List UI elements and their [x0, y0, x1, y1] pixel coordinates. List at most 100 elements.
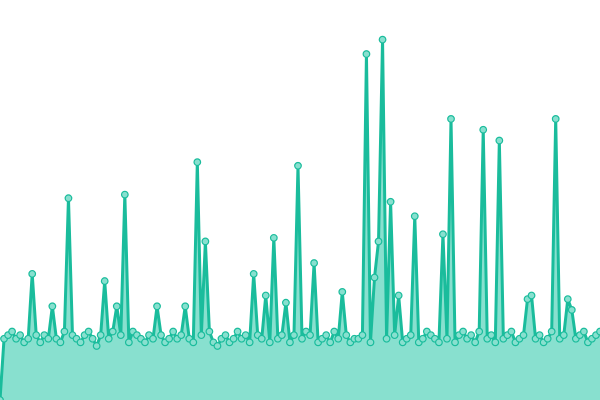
data-point — [535, 331, 544, 340]
data-point — [8, 327, 16, 336]
data-point — [261, 291, 270, 300]
data-point — [439, 230, 447, 239]
data-point — [169, 327, 178, 336]
data-point — [294, 161, 302, 170]
data-point — [362, 50, 371, 58]
data-point — [282, 298, 290, 307]
data-point — [519, 331, 528, 340]
data-point — [286, 338, 294, 347]
data-point — [451, 338, 459, 347]
data-point — [24, 334, 33, 343]
data-point — [213, 342, 222, 350]
data-point — [410, 212, 419, 221]
data-point — [100, 277, 109, 285]
data-point — [447, 115, 455, 123]
data-point — [92, 342, 101, 350]
data-point — [326, 338, 335, 347]
data-point — [84, 327, 93, 336]
data-point — [547, 327, 556, 336]
data-point — [153, 302, 161, 311]
data-point — [322, 331, 331, 340]
data-point — [366, 338, 375, 347]
data-point — [290, 331, 298, 340]
data-point — [390, 331, 399, 340]
data-point — [0, 396, 4, 400]
data-point — [177, 331, 186, 340]
data-point — [374, 237, 383, 246]
data-point — [64, 194, 73, 203]
data-point — [386, 197, 395, 206]
data-points — [0, 35, 600, 400]
data-point — [306, 331, 314, 340]
data-point — [507, 327, 516, 336]
data-point — [418, 334, 427, 343]
data-point — [475, 327, 484, 336]
data-point — [527, 291, 536, 300]
data-point — [189, 338, 198, 347]
data-point — [467, 331, 476, 340]
data-point — [233, 327, 242, 336]
data-point — [596, 327, 600, 336]
data-point — [157, 331, 165, 340]
data-point — [48, 302, 57, 311]
data-point — [543, 334, 552, 343]
data-point — [269, 233, 278, 242]
data-point — [112, 302, 121, 311]
data-point — [471, 338, 480, 347]
data-point — [257, 334, 266, 343]
data-point — [342, 331, 351, 340]
data-point — [60, 327, 69, 336]
data-point — [479, 125, 488, 134]
data-point — [229, 334, 238, 343]
data-point — [358, 331, 367, 340]
data-point — [334, 334, 343, 343]
data-point — [435, 338, 443, 347]
data-point — [495, 136, 504, 145]
data-point — [32, 331, 41, 340]
data-point — [96, 331, 105, 340]
data-point — [56, 338, 65, 347]
data-point — [487, 331, 496, 340]
data-point — [88, 334, 97, 343]
data-point — [563, 295, 572, 303]
data-point — [567, 306, 576, 314]
data-point — [108, 327, 117, 336]
data-point — [120, 190, 129, 199]
data-point — [193, 158, 202, 167]
data-point — [551, 115, 560, 123]
data-point — [197, 331, 206, 340]
area-fill — [0, 39, 600, 400]
data-point — [378, 35, 387, 44]
data-point — [116, 331, 125, 340]
data-point — [205, 327, 214, 336]
data-point — [249, 269, 258, 278]
data-point — [28, 269, 37, 278]
data-point — [149, 334, 157, 343]
data-point — [310, 259, 318, 267]
data-point — [16, 331, 25, 340]
data-point — [201, 237, 210, 246]
data-point — [265, 338, 274, 347]
data-point — [459, 327, 467, 336]
data-point — [330, 327, 339, 336]
data-point — [165, 334, 174, 343]
data-point — [559, 331, 568, 340]
data-point — [443, 334, 451, 343]
data-point — [221, 331, 230, 340]
data-point — [406, 331, 415, 340]
data-point — [491, 338, 500, 347]
data-point — [382, 334, 391, 343]
data-point — [104, 334, 113, 343]
data-point — [181, 302, 190, 311]
data-point — [338, 287, 347, 296]
data-point — [277, 331, 286, 340]
data-point — [245, 338, 254, 347]
data-point — [36, 338, 45, 347]
data-point — [76, 338, 85, 347]
data-point — [124, 338, 133, 347]
data-point — [298, 334, 306, 343]
data-point — [141, 338, 149, 347]
data-point — [579, 327, 588, 336]
data-point — [44, 334, 53, 343]
